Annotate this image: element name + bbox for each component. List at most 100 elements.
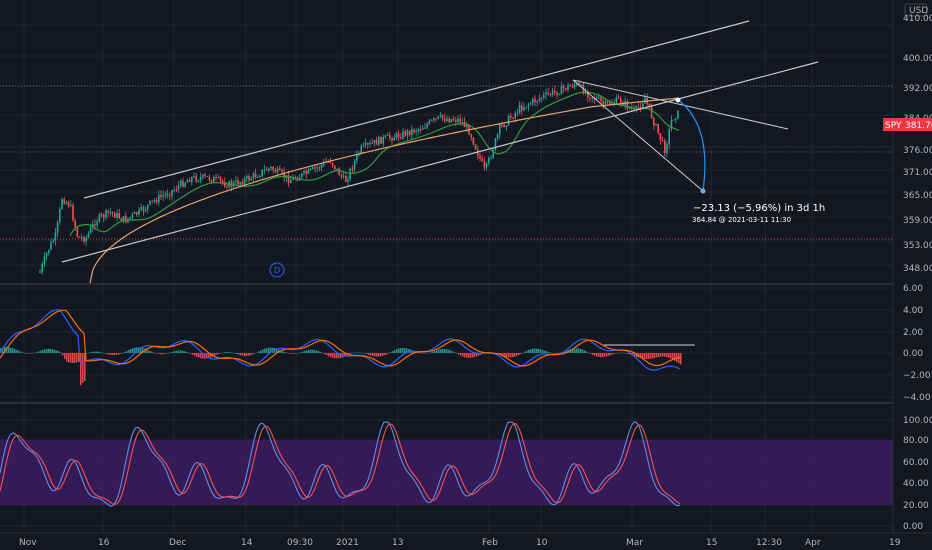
macd-histogram-bar [304, 350, 306, 353]
candle-body [199, 177, 202, 181]
macd-histogram-bar [564, 351, 566, 353]
candle-body [316, 167, 318, 169]
macd-histogram-bar [640, 353, 642, 358]
macd-histogram-bar [12, 348, 14, 353]
candle-body [514, 112, 516, 119]
candle-body [50, 242, 52, 250]
macd-histogram-bar [96, 351, 98, 353]
macd-histogram-bar [430, 352, 432, 353]
price-axis[interactable]: USD 410.00 400.00392.00384.00376.00371.0… [883, 0, 932, 533]
candle-body [391, 138, 393, 141]
macd-histogram-bar [422, 353, 424, 354]
macd-histogram-bar [406, 348, 408, 353]
ma-slow-line [89, 97, 679, 284]
macd-histogram-bar [336, 353, 338, 359]
macd-histogram-bar [672, 353, 674, 360]
candle-body [529, 103, 532, 105]
time-axis[interactable]: Nov 16 Dec 14 09:30 2021 13 Feb 10 Mar 15 12:30 Apr 1… [0, 532, 932, 550]
macd-histogram-bar [466, 353, 468, 358]
candle-body [369, 142, 371, 145]
session-marker-icon[interactable] [269, 262, 285, 278]
candle-body [419, 129, 422, 131]
stoch-tick-label: 40.00 [903, 479, 929, 489]
candle-body [578, 83, 580, 85]
macd-histogram-bar [316, 350, 318, 353]
projection-end-point [700, 188, 706, 194]
macd-histogram-bar [74, 353, 76, 363]
macd-tick-label: −4.00 [903, 393, 931, 403]
candle-body [202, 174, 204, 178]
macd-histogram-bar [50, 348, 52, 353]
candle-body [250, 178, 252, 181]
trend-drawings[interactable] [61, 20, 819, 263]
macd-histogram-bar [254, 353, 256, 354]
candle-body [180, 180, 182, 186]
macd-histogram-bar [322, 353, 324, 354]
candle-body [609, 102, 611, 105]
candle-body [538, 98, 541, 101]
candle-body [492, 150, 494, 158]
macd-histogram-bar [174, 351, 176, 353]
macd-histogram-bar [286, 352, 288, 354]
candle-body [347, 179, 349, 182]
macd-histogram-bar [86, 353, 88, 354]
macd-histogram-bar [580, 349, 582, 353]
macd-histogram-bar [8, 347, 10, 353]
macd-histogram-bar [90, 352, 92, 353]
candle-body [166, 193, 169, 196]
ma-fast-line [69, 91, 680, 237]
macd-histogram-bar [276, 348, 278, 353]
macd-histogram-bar [220, 353, 222, 354]
candle-body [463, 122, 466, 128]
macd-histogram-bar [146, 349, 148, 353]
currency-badge[interactable] [904, 3, 928, 17]
macd-histogram-bar [462, 353, 464, 357]
macd-histogram-bar [508, 353, 510, 358]
candle-body [648, 103, 651, 107]
macd-histogram-bar [370, 353, 372, 356]
macd-histogram-bar [664, 353, 666, 357]
candle-body [61, 199, 63, 210]
time-tick-label: 15 [706, 538, 717, 548]
macd-histogram-bar [476, 353, 478, 357]
candle-body [367, 143, 369, 145]
macd-histogram-bar [100, 352, 102, 353]
macd-histogram-bar [42, 349, 44, 353]
candle-body [114, 213, 116, 218]
candle-body [136, 211, 138, 215]
candle-body [162, 195, 164, 197]
macd-histogram-bar [468, 353, 470, 358]
candle-body [144, 209, 147, 212]
candle-body [534, 98, 536, 103]
macd-histogram-bar [238, 353, 240, 355]
macd-histogram-bar [46, 348, 48, 353]
candle-body [133, 211, 136, 214]
candle-body [83, 237, 85, 242]
candle-body [210, 179, 213, 182]
macd-histogram-bar [250, 353, 252, 356]
time-tick-label: Nov [19, 538, 37, 548]
macd-histogram-bar [586, 351, 588, 353]
candle-body [628, 107, 631, 109]
macd-histogram-bar [396, 349, 398, 353]
candle-body [655, 124, 657, 126]
macd-histogram-bar [434, 350, 436, 353]
macd-histogram-bar [324, 353, 326, 355]
macd-histogram-bar [10, 347, 12, 353]
macd-histogram-bar [642, 353, 644, 359]
macd-histogram-bar [184, 351, 186, 353]
macd-histogram-bar [602, 353, 604, 358]
candle-body [483, 161, 486, 168]
candle-body [270, 167, 272, 169]
macd-histogram-bar [178, 350, 180, 353]
macd-histogram-bar [392, 351, 394, 353]
projection-change-text: −23.13 (−5.96%) in 3d 1h [693, 203, 825, 214]
candle-body [395, 132, 398, 138]
macd-histogram-bar [306, 350, 308, 353]
price-tick-label: 348.00 [903, 264, 932, 274]
candle-body [48, 249, 50, 254]
macd-histogram-bar [442, 348, 444, 353]
macd-histogram-bar [110, 353, 112, 355]
macd-histogram-bar [354, 352, 356, 354]
